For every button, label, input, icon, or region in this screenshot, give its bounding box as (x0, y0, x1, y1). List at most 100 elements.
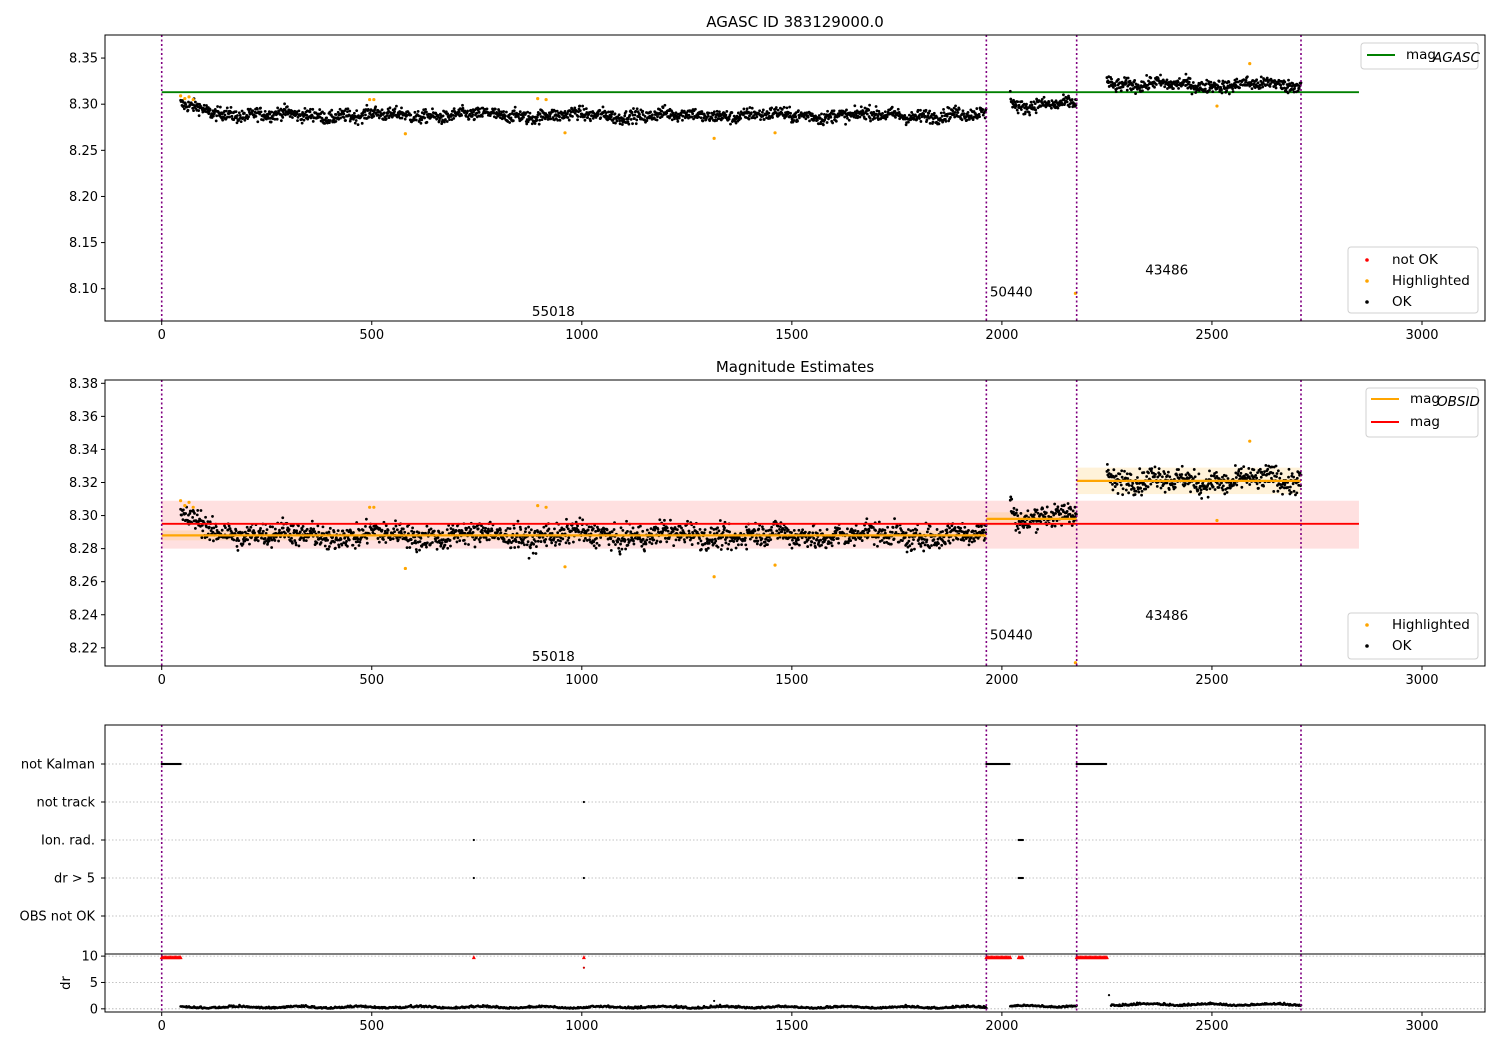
ok-point (595, 547, 598, 550)
ok-point (472, 531, 475, 534)
ok-point (1130, 473, 1133, 476)
ok-point (311, 520, 314, 523)
ok-point (1069, 508, 1072, 511)
ok-point (1158, 467, 1161, 470)
ok-point (730, 549, 733, 552)
ok-point (1281, 493, 1284, 496)
ok-point (884, 110, 887, 113)
ok-point (1261, 86, 1264, 89)
ok-point (618, 550, 621, 553)
ok-point (1240, 486, 1243, 489)
ok-point (415, 119, 418, 122)
ok-point (636, 107, 639, 110)
highlighted-point (773, 131, 776, 134)
ok-point (619, 553, 622, 556)
ok-point (646, 529, 649, 532)
ok-point (1035, 531, 1038, 534)
highlighted-point (187, 501, 190, 504)
ok-point (700, 548, 703, 551)
ok-point (826, 528, 829, 531)
ok-point (312, 528, 315, 531)
highlighted-point (187, 95, 190, 98)
ok-point (559, 119, 562, 122)
ok-point (617, 547, 620, 550)
x-tick-label: 1000 (565, 328, 598, 343)
ok-point (329, 527, 332, 530)
ok-point (927, 528, 930, 531)
ok-point (635, 122, 638, 125)
ok-point (323, 112, 326, 115)
ok-point (460, 114, 463, 117)
ok-point (431, 541, 434, 544)
ok-point (820, 112, 823, 115)
ok-point (333, 531, 336, 534)
ok-point (578, 516, 581, 519)
ok-point (499, 531, 502, 534)
ok-point (215, 114, 218, 117)
x-tick-label: 500 (359, 673, 384, 688)
ok-point (291, 116, 294, 119)
ok-point (956, 111, 959, 114)
ok-point (621, 548, 624, 551)
ok-point (259, 527, 262, 530)
obsid-label: 55018 (532, 304, 575, 320)
ok-point (1204, 88, 1207, 91)
ok-point (1147, 471, 1150, 474)
ok-point (348, 110, 351, 113)
ok-point (395, 105, 398, 108)
ok-point (235, 110, 238, 113)
ok-point (325, 116, 328, 119)
ok-point (651, 113, 654, 116)
ok-point (942, 108, 945, 111)
x-tick-label: 2000 (985, 328, 1018, 343)
ok-point (1287, 79, 1290, 82)
ok-point (697, 542, 700, 545)
ok-point (743, 539, 746, 542)
ok-point (707, 547, 710, 550)
ok-point (1160, 487, 1163, 490)
ok-point (1211, 90, 1214, 93)
ok-point (1228, 93, 1231, 96)
ok-point (1123, 470, 1126, 473)
ok-point (397, 538, 400, 541)
ok-point (1249, 472, 1252, 475)
ok-point (403, 531, 406, 534)
ok-point (527, 526, 530, 529)
ok-point (1220, 89, 1223, 92)
ok-point (789, 112, 792, 115)
flag-row-label: Ion. rad. (41, 834, 95, 849)
ok-point (1118, 473, 1121, 476)
ok-point (720, 548, 723, 551)
ok-point (335, 113, 338, 116)
ok-point (548, 528, 551, 531)
ok-point (954, 105, 957, 108)
ok-point (756, 543, 759, 546)
ok-point (404, 118, 407, 121)
ok-point (1028, 525, 1031, 528)
ok-point (484, 527, 487, 530)
x-tick-label: 1000 (565, 673, 598, 688)
ok-point (652, 538, 655, 541)
ok-point (253, 531, 256, 534)
ok-point (686, 520, 689, 523)
ok-point (1266, 468, 1269, 471)
ok-point (1020, 100, 1023, 103)
ok-point (188, 512, 191, 515)
ok-point (1200, 489, 1203, 492)
ok-point (621, 529, 624, 532)
ok-point (295, 543, 298, 546)
ok-point (207, 112, 210, 115)
ok-point (241, 531, 244, 534)
ok-point (869, 117, 872, 120)
ok-point (962, 112, 965, 115)
ok-point (925, 109, 928, 112)
x-tick-label: 1500 (775, 673, 808, 688)
ok-point (732, 540, 735, 543)
ok-point (744, 537, 747, 540)
ok-point (656, 119, 659, 122)
ok-point (846, 527, 849, 530)
legend-label: OK (1392, 294, 1413, 310)
